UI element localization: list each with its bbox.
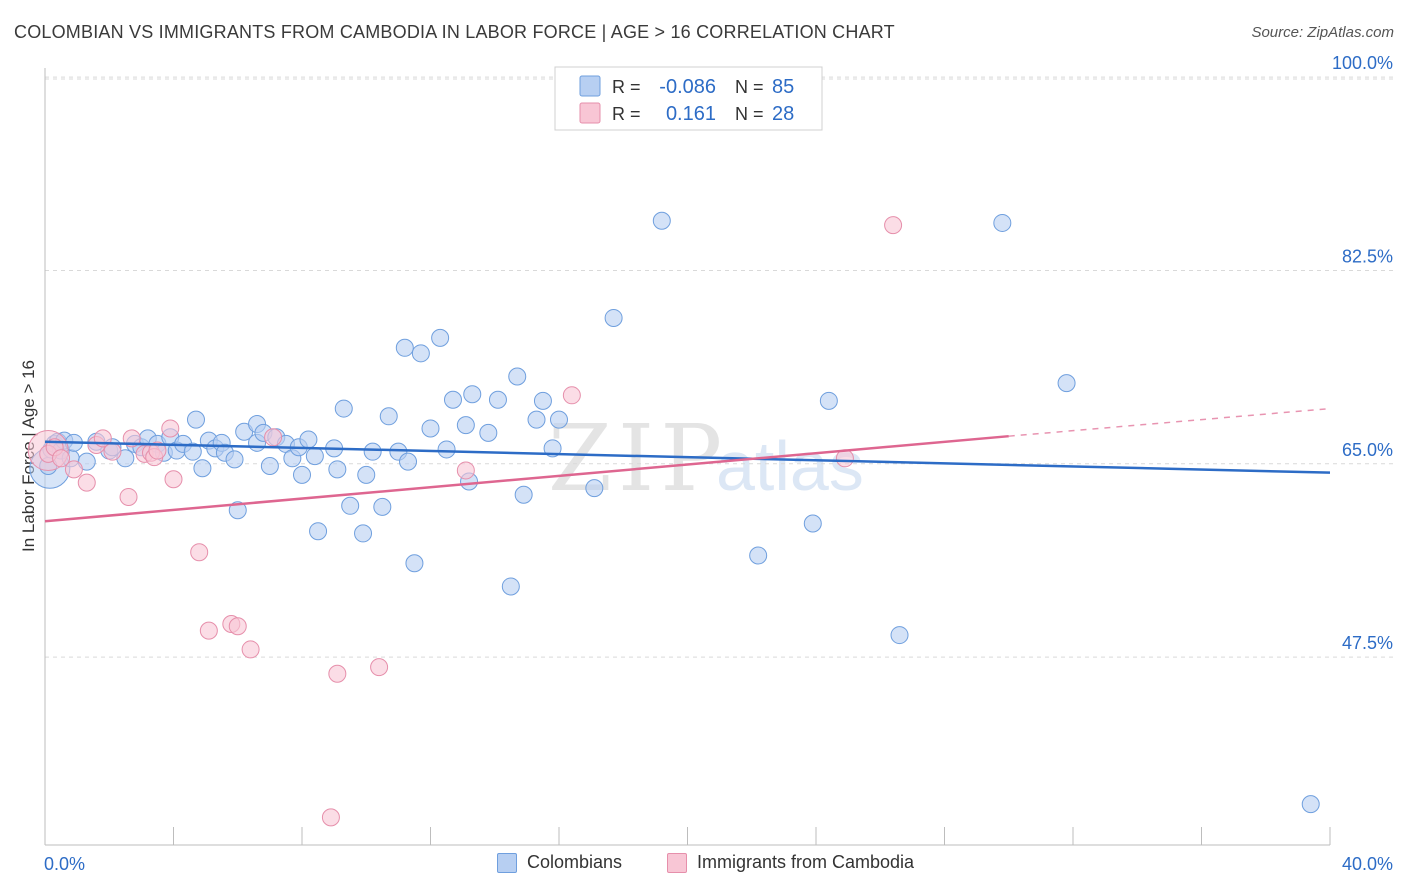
colombian-point bbox=[183, 442, 202, 461]
cambodia-point bbox=[228, 617, 247, 636]
legend-label-colombians: Colombians bbox=[527, 852, 623, 872]
colombian-point bbox=[363, 442, 382, 461]
cambodia-point bbox=[199, 621, 218, 640]
colombian-point bbox=[305, 447, 324, 466]
colombian-point bbox=[437, 440, 456, 459]
cambodia-point bbox=[52, 449, 71, 468]
stats-r-label-2: R = bbox=[612, 104, 641, 124]
stats-n-value-1: 85 bbox=[772, 76, 794, 98]
cambodia-point bbox=[562, 386, 581, 405]
colombian-point bbox=[421, 419, 440, 438]
colombian-point bbox=[299, 430, 318, 449]
colombian-point bbox=[456, 416, 475, 435]
colombian-point bbox=[411, 344, 430, 363]
colombian-point bbox=[1301, 795, 1320, 814]
cambodia-point bbox=[884, 216, 903, 235]
y-tick-label: 65.0% bbox=[1342, 440, 1393, 460]
cambodia-point bbox=[264, 428, 283, 447]
colombian-point bbox=[186, 410, 205, 429]
stats-legend-blue-swatch bbox=[579, 75, 601, 97]
colombian-point bbox=[479, 423, 498, 442]
colombian-point bbox=[550, 410, 568, 429]
cambodia-point bbox=[119, 487, 138, 506]
colombian-point bbox=[228, 501, 247, 520]
colombian-point bbox=[652, 211, 671, 230]
cambodia-point bbox=[164, 470, 183, 489]
bottom-legend: Colombians Immigrants from Cambodia bbox=[0, 850, 1406, 880]
legend-item-cambodia[interactable]: Immigrants from Cambodia bbox=[667, 852, 914, 873]
cambodia-point bbox=[241, 640, 260, 659]
cambodia-point bbox=[103, 442, 122, 461]
cambodia-point bbox=[190, 543, 209, 562]
colombian-point bbox=[508, 367, 527, 386]
y-tick-label: 100.0% bbox=[1332, 53, 1393, 73]
colombian-point bbox=[463, 385, 482, 404]
colombian-point bbox=[890, 626, 909, 645]
colombian-point bbox=[533, 391, 552, 410]
stats-n-label-2: N = bbox=[735, 104, 764, 124]
colombian-point bbox=[488, 390, 507, 409]
source-label: Source: ZipAtlas.com bbox=[1251, 24, 1394, 41]
stats-r-value-2: 0.161 bbox=[666, 103, 716, 125]
colombian-point bbox=[354, 524, 373, 543]
cambodia-point bbox=[161, 419, 180, 438]
colombian-point bbox=[334, 399, 353, 418]
legend-item-colombians[interactable]: Colombians bbox=[497, 852, 622, 873]
colombian-point bbox=[443, 390, 462, 409]
colombian-point bbox=[328, 460, 347, 479]
stats-n-value-2: 28 bbox=[772, 103, 794, 125]
colombian-point bbox=[405, 554, 424, 573]
colombian-point bbox=[341, 496, 360, 515]
cambodia-point bbox=[456, 461, 475, 480]
colombian-point bbox=[514, 485, 533, 504]
colombian-point bbox=[193, 459, 212, 478]
chart-title: COLOMBIAN VS IMMIGRANTS FROM CAMBODIA IN… bbox=[14, 22, 895, 42]
colombian-point bbox=[309, 522, 328, 541]
legend-label-cambodia: Immigrants from Cambodia bbox=[697, 852, 915, 872]
cambodia-point bbox=[321, 808, 340, 827]
colombian-point bbox=[527, 410, 546, 429]
colombian-point bbox=[604, 308, 623, 327]
stats-r-value-1: -0.086 bbox=[659, 76, 716, 98]
colombian-point bbox=[225, 450, 244, 469]
colombian-point bbox=[293, 465, 311, 484]
colombian-point bbox=[373, 497, 392, 516]
colombian-point bbox=[1057, 374, 1076, 393]
stats-legend: R = -0.086 N = 85 R = 0.161 N = 28 bbox=[554, 66, 823, 131]
cambodia-point bbox=[328, 664, 347, 683]
cambodia-trendline-extension bbox=[1008, 407, 1331, 437]
legend-swatch-pink bbox=[667, 852, 687, 873]
cambodia-point bbox=[370, 658, 389, 677]
colombian-point bbox=[357, 465, 376, 484]
colombian-point bbox=[803, 514, 822, 533]
colombian-point bbox=[585, 479, 604, 498]
colombian-point bbox=[749, 546, 768, 565]
legend-swatch-blue bbox=[497, 852, 517, 873]
watermark-atlas: atlas bbox=[716, 427, 864, 505]
colombian-point bbox=[260, 457, 279, 476]
y-tick-label: 82.5% bbox=[1342, 246, 1393, 266]
stats-legend-pink-swatch bbox=[579, 102, 601, 124]
cambodia-point bbox=[77, 473, 96, 492]
x-tick-label: 0.0% bbox=[44, 854, 85, 874]
colombian-point bbox=[395, 338, 414, 357]
colombian-point bbox=[431, 328, 450, 347]
y-tick-label: 47.5% bbox=[1342, 633, 1393, 653]
x-tick-label: 40.0% bbox=[1342, 854, 1393, 874]
cambodia-point bbox=[64, 460, 83, 479]
colombian-point bbox=[501, 577, 520, 596]
cambodia-trendline bbox=[44, 434, 1009, 523]
colombian-point bbox=[399, 452, 418, 471]
stats-r-label-1: R = bbox=[612, 77, 641, 97]
colombian-point bbox=[819, 391, 838, 410]
colombian-trendline bbox=[44, 440, 1331, 474]
colombian-point bbox=[993, 213, 1012, 232]
colombian-point bbox=[379, 407, 398, 426]
cambodia-point bbox=[148, 441, 167, 460]
stats-n-label-1: N = bbox=[735, 77, 764, 97]
